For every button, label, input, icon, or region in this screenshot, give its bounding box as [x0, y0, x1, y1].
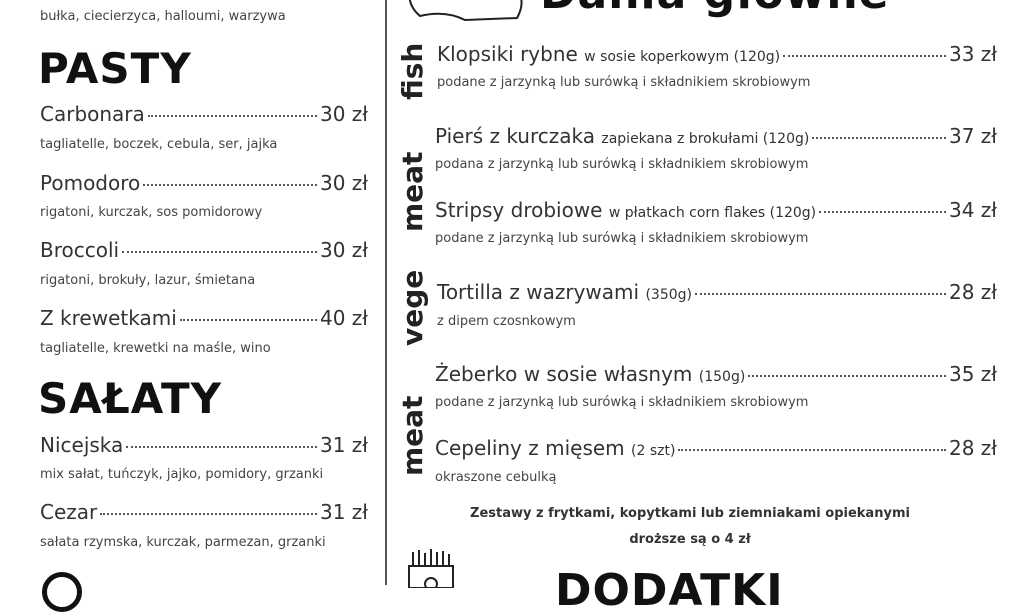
menu-item-stripsy-drobiowe: Stripsy drobiowe w płatkach corn flakes …	[435, 198, 997, 222]
item-name: Żeberko w sosie własnym	[435, 362, 693, 386]
item-description: tagliatelle, boczek, cebula, ser, jajka	[40, 137, 278, 152]
menu-item-zeberko: Żeberko w sosie własnym (150g) 35 zł	[435, 362, 997, 386]
item-name: Pomodoro	[40, 171, 141, 195]
cut-off-heading	[42, 572, 82, 612]
section-title-salaty: SAŁATY	[38, 374, 223, 423]
item-price: 40 zł	[320, 306, 368, 330]
menu-item-z-krewetkami: Z krewetkami 40 zł	[40, 306, 368, 330]
item-price: 30 zł	[320, 171, 368, 195]
item-name: Carbonara	[40, 102, 145, 126]
menu-item-nicejska: Nicejska 31 zł	[40, 433, 368, 457]
item-description: z dipem czosnkowym	[437, 314, 576, 329]
item-description: sałata rzymska, kurczak, parmezan, grzan…	[40, 535, 326, 550]
item-name: Klopsiki rybne	[437, 42, 578, 66]
set-note-price: droższe są o 4 zł	[629, 532, 751, 547]
item-extra: w płatkach corn flakes (120g)	[608, 205, 817, 221]
item-price: 37 zł	[949, 124, 997, 148]
item-description: rigatoni, kurczak, sos pomidorowy	[40, 205, 263, 220]
menu-item-cepeliny: Cepeliny z mięsem (2 szt) 28 zł	[435, 436, 997, 460]
item-description: tagliatelle, krewetki na maśle, wino	[40, 341, 271, 356]
item-description: rigatoni, brokuły, lazur, śmietana	[40, 273, 256, 288]
item-name: Tortilla z wazrywami	[437, 280, 640, 304]
menu-item-tortilla: Tortilla z wazrywami (350g) 28 zł	[437, 280, 997, 304]
column-divider	[385, 0, 387, 585]
item-price: 34 zł	[949, 198, 997, 222]
meat-board-icon	[408, 0, 523, 22]
item-description: okraszone cebulką	[435, 470, 557, 485]
item-price: 28 zł	[949, 436, 997, 460]
item-price: 31 zł	[320, 433, 368, 457]
item-extra: (350g)	[645, 287, 692, 303]
item-price: 30 zł	[320, 238, 368, 262]
item-name: Broccoli	[40, 238, 120, 262]
item-description: bułka, ciecierzyca, halloumi, warzywa	[40, 9, 286, 24]
item-description: podana z jarzynką lub surówką i składnik…	[435, 157, 809, 172]
item-price: 33 zł	[949, 42, 997, 66]
item-price: 30 zł	[320, 102, 368, 126]
set-note: Zestawy z frytkami, kopytkami lub ziemni…	[470, 506, 910, 521]
item-extra: (2 szt)	[631, 443, 676, 459]
item-price: 28 zł	[949, 280, 997, 304]
menu-item-cezar: Cezar 31 zł	[40, 500, 368, 524]
item-extra: zapiekana z brokułami (120g)	[601, 131, 810, 147]
section-title-dania-glowne: Dania główne	[540, 0, 890, 19]
fries-icon	[408, 549, 454, 588]
menu-item-klopsiki-rybne: Klopsiki rybne w sosie koperkowym (120g)…	[437, 42, 997, 66]
menu-item-piers-z-kurczaka: Pierś z kurczaka zapiekana z brokułami (…	[435, 124, 997, 148]
item-description: podane z jarzynką lub surówką i składnik…	[435, 231, 809, 246]
item-price: 35 zł	[949, 362, 997, 386]
category-label-fish: fish	[396, 42, 429, 100]
section-title-dodatki: DODATKI	[555, 565, 784, 616]
section-title-pasty: PASTY	[38, 44, 192, 93]
item-name: Z krewetkami	[40, 306, 177, 330]
item-name: Cepeliny z mięsem	[435, 436, 625, 460]
category-label-vege: vege	[396, 269, 429, 346]
item-extra: w sosie koperkowym (120g)	[584, 49, 781, 65]
category-label-meat: meat	[396, 395, 429, 476]
menu-item-pomodoro: Pomodoro 30 zł	[40, 171, 368, 195]
menu-item-carbonara: Carbonara 30 zł	[40, 102, 368, 126]
item-description: mix sałat, tuńczyk, jajko, pomidory, grz…	[40, 467, 324, 482]
item-name: Stripsy drobiowe	[435, 198, 603, 222]
item-price: 31 zł	[320, 500, 368, 524]
item-name: Pierś z kurczaka	[435, 124, 595, 148]
item-name: Nicejska	[40, 433, 124, 457]
item-extra: (150g)	[698, 369, 746, 385]
menu-item-broccoli: Broccoli 30 zł	[40, 238, 368, 262]
item-description: podane z jarzynką lub surówką i składnik…	[435, 395, 809, 410]
item-description: podane z jarzynką lub surówką i składnik…	[437, 75, 811, 90]
item-name: Cezar	[40, 500, 98, 524]
category-label-meat: meat	[396, 151, 429, 232]
